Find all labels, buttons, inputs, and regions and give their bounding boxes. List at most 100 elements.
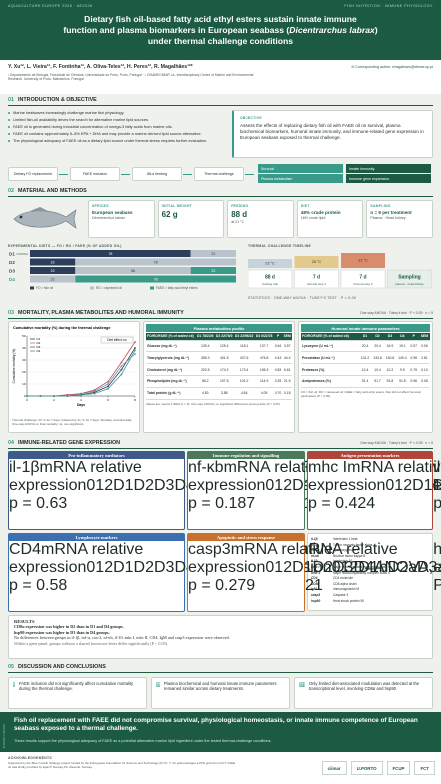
panel-charts: nf-κbmRNA relative expression012D1D2D3D4… bbox=[188, 459, 441, 513]
column-header: P bbox=[273, 333, 283, 341]
y-tick-label: 2 bbox=[349, 559, 359, 577]
table-cell: 0.83 bbox=[273, 363, 283, 376]
results-box: RESULTS CD8α expression was higher in D2… bbox=[8, 615, 433, 659]
abbreviation: casp3 bbox=[311, 592, 321, 597]
section-heading: 05 DISCUSSION AND CONCLUSIONS bbox=[8, 664, 433, 673]
point bbox=[120, 368, 123, 371]
annotation-box bbox=[100, 336, 134, 344]
diet-value: 56 bbox=[131, 269, 135, 273]
table-cell: 125.4 bbox=[214, 340, 234, 353]
bullet-item: The physiological adequacy of FAEE oil a… bbox=[8, 138, 223, 143]
table-cell: Cholesterol (mg dL⁻¹) bbox=[146, 363, 196, 376]
y-tick-label: 0 bbox=[86, 559, 96, 577]
abbreviation: il-10 bbox=[311, 559, 318, 564]
bullet-dot bbox=[8, 139, 10, 142]
x-tick-label: 8 bbox=[134, 398, 136, 402]
title-text: function and plasma biomarkers in Europe… bbox=[63, 25, 290, 35]
chart-title: casp3 bbox=[188, 541, 231, 559]
column-header: SEM bbox=[418, 333, 430, 341]
corresponding-author: ✉ Corresponding author: rmagalhaes@ciima… bbox=[351, 65, 433, 69]
y-tick-label: 0 bbox=[24, 394, 26, 398]
topic: FISH NUTRITION · IMMUNE PHYSIOLOGY bbox=[344, 4, 433, 8]
table-cell: Glucose (mg dL⁻¹) bbox=[146, 340, 196, 353]
diet-value: 22 bbox=[51, 277, 55, 281]
flow-outcome: Plasma metabolism bbox=[258, 174, 343, 183]
legend-label: D2 bbox=[37, 341, 41, 345]
diet-segment bbox=[30, 258, 76, 266]
column-header: D1 bbox=[358, 333, 372, 341]
table-cell: 0.10 bbox=[418, 363, 430, 376]
legend-label: FAEE = fatty acid ethyl esters bbox=[156, 286, 198, 290]
table-cell: 355.3 bbox=[195, 351, 215, 365]
point bbox=[120, 365, 123, 367]
fish-illustration bbox=[13, 207, 77, 229]
abbreviation-row: il-1β Interleukin 1 beta bbox=[311, 537, 429, 543]
table-cell: 91.8 bbox=[396, 375, 409, 388]
bullet-text: The physiological adequacy of FAEE oil a… bbox=[13, 138, 208, 143]
y-axis-label: mRNA relative expression bbox=[188, 459, 326, 495]
discussion-point: i FAEE inclusion did not significantly af… bbox=[8, 677, 147, 709]
flow-outcome: Innate immunity bbox=[346, 164, 431, 173]
x-tick-label: 0 bbox=[26, 398, 28, 402]
section-tag: One-way ANOVA · Tukey's test · P < 0.05 … bbox=[360, 441, 433, 445]
table-cell: 202.5 bbox=[195, 363, 215, 376]
point bbox=[134, 341, 136, 343]
y-axis-label: mRNA relative expression bbox=[308, 459, 441, 495]
diet-segment bbox=[75, 267, 191, 274]
objective-box: OBJECTIVE Assess the effects of replacin… bbox=[232, 110, 433, 158]
abbreviation-row: mhc I Major histocompatibility complex cl… bbox=[311, 565, 429, 571]
gene-panel: Pro-inflammatory mediators il-1βmRNA rela… bbox=[8, 451, 441, 530]
diet-segment bbox=[75, 258, 236, 266]
table-cell: 91.8 bbox=[383, 375, 397, 388]
logo: ciimar bbox=[321, 761, 347, 775]
result-line: No differences between groups in il-1β, … bbox=[14, 635, 230, 641]
plasma-table-panel: Plasma metabolites profile FO/RO/FAEE (% … bbox=[143, 321, 295, 433]
abbreviation: CD4 bbox=[311, 576, 318, 581]
y-tick-label: 0 bbox=[331, 559, 341, 577]
bullet-text: FAEE oil contains approximately 5–8% EPA… bbox=[13, 131, 202, 136]
timeline-title: THERMAL CHALLENGE TIMELINE bbox=[248, 244, 312, 248]
temperature: 26 °C bbox=[312, 260, 322, 264]
abbreviation-meaning: Interleukin 10 bbox=[333, 559, 353, 564]
temperature-step bbox=[294, 256, 339, 268]
y-axis-label: mRNA relative expression bbox=[433, 559, 441, 577]
panel-title: Pro-inflammatory mediators bbox=[9, 452, 184, 460]
abbreviation: nf-κb bbox=[311, 553, 319, 558]
y-tick-label: 1 bbox=[340, 559, 350, 577]
point-marker: iii bbox=[299, 681, 305, 689]
point bbox=[107, 380, 109, 383]
abbreviation-meaning: Tumor necrosis factor alpha bbox=[333, 542, 373, 547]
flow-step: Dietary FO replacement bbox=[8, 167, 58, 181]
table-cell: 0.25 bbox=[273, 375, 283, 388]
x-axis-label: Days bbox=[77, 403, 85, 407]
card-sub: 16% crude lipid bbox=[300, 216, 326, 220]
panel-charts: casp3mRNA relative expression012D1D2D3D4… bbox=[188, 541, 441, 595]
discussion-points: i FAEE inclusion did not significantly af… bbox=[8, 677, 433, 709]
bullet-dot bbox=[8, 111, 10, 114]
bullet-list: Marine heatwaves increasingly challenge … bbox=[8, 110, 223, 145]
flow-step: FAEE inclusion bbox=[70, 167, 120, 181]
flow-step: 88-d feeding bbox=[132, 167, 182, 181]
column-header: D2 22/78/0 bbox=[214, 333, 234, 341]
table-cell: 4.83 bbox=[195, 387, 215, 400]
legend-label: D3 bbox=[37, 345, 41, 349]
y-tick-label: 0 bbox=[385, 477, 395, 495]
chart-title: CD4 bbox=[9, 541, 42, 559]
section-number: 02 bbox=[8, 188, 14, 194]
y-axis-label: mRNA relative expression bbox=[9, 541, 144, 577]
section-heading: 02 MATERIAL AND METHODS bbox=[8, 188, 433, 197]
chart-title: mhc I bbox=[308, 459, 348, 477]
column-header: D2 bbox=[371, 333, 384, 341]
diet-label: D1 bbox=[9, 252, 15, 257]
mortality-chart: Cumulative mortality (%) during the ther… bbox=[12, 326, 136, 407]
table-cell: 19.1 bbox=[396, 340, 409, 353]
y-tick-label: 2 bbox=[283, 559, 293, 577]
abbreviation-meaning: Caspase 3 bbox=[333, 592, 349, 597]
diet-value: 78 bbox=[108, 252, 112, 256]
diet-value: 78 bbox=[154, 277, 158, 281]
section-number: 04 bbox=[8, 440, 14, 446]
abbreviation: tnf-α bbox=[311, 542, 319, 547]
table-cell: 0.43 bbox=[273, 351, 283, 365]
significance-letter: ab bbox=[437, 559, 441, 576]
